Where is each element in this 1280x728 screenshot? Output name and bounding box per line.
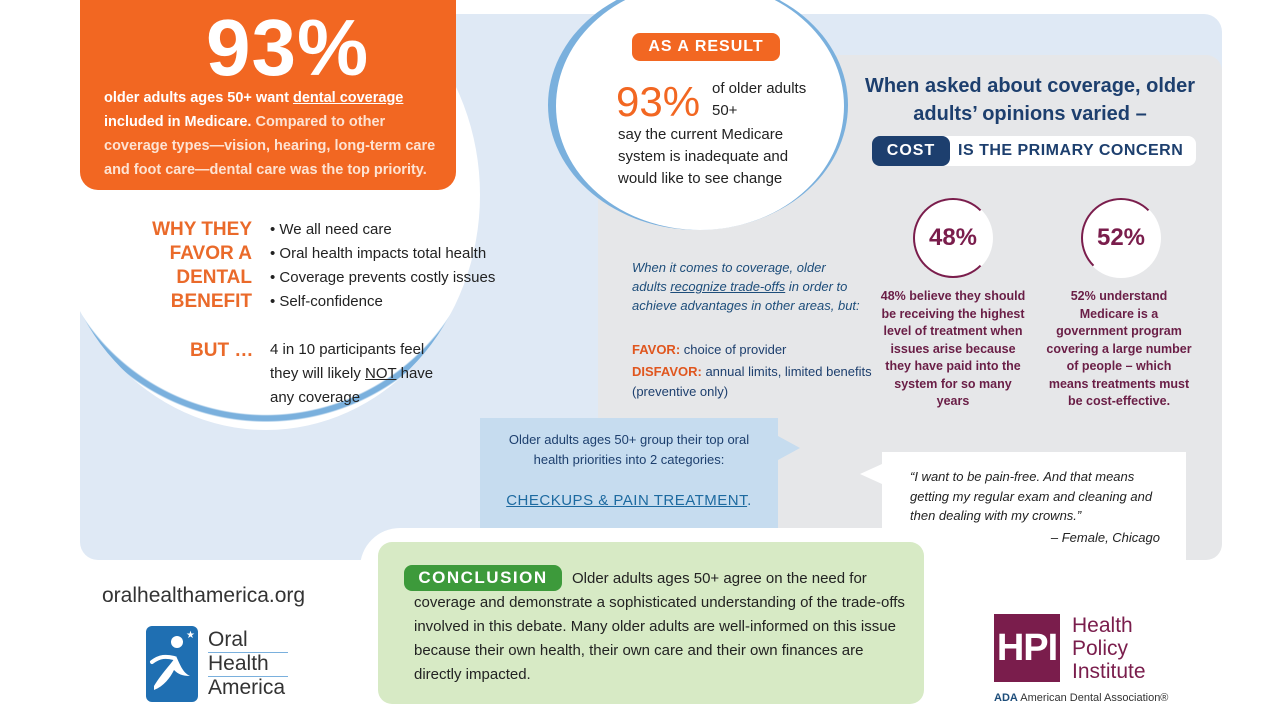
why-line: BENEFIT (170, 291, 252, 312)
hpi-line: Institute (1072, 660, 1146, 683)
stat-52-ring: 52% (1081, 198, 1161, 278)
but-text: 4 in 10 participants feel they will like… (270, 338, 450, 410)
website-url[interactable]: oralhealthamerica.org (102, 584, 306, 607)
hpi-logo: HPI (994, 614, 1060, 682)
ada-credit: ADA American Dental Association® (994, 692, 1168, 704)
reason-item: • Self-confidence (270, 293, 383, 310)
cost-tag: COST (872, 136, 950, 166)
reasons-list: • We all need care • Oral health impacts… (270, 218, 495, 314)
favor-text: choice of provider (680, 342, 787, 357)
tradeoff-link: recognize trade-offs (670, 279, 786, 294)
oha-line: Health (208, 652, 269, 675)
coverage-heading: When asked about coverage, older adults’… (864, 75, 1196, 125)
dental-coverage-link: dental coverage (292, 90, 404, 106)
but-text-not: NOT (365, 365, 397, 382)
favor-line: FAVOR: choice of provider (632, 340, 872, 359)
why-line: DENTAL (176, 267, 252, 288)
oha-line: Oral (208, 628, 248, 651)
conclusion-text: Older adults ages 50+ agree on the need … (414, 570, 905, 683)
stat-48-text: 48% believe they should be receiving the… (880, 289, 1026, 408)
result-value: 93% (616, 78, 701, 125)
why-line: WHY THEY (152, 219, 252, 240)
disfavor-label: DISFAVOR: (632, 364, 702, 379)
hpi-line: Health (1072, 614, 1133, 637)
disfavor-text: annual limits, limited benefits (prevent… (632, 364, 872, 399)
ada-name: American Dental Association® (1017, 692, 1169, 704)
tradeoff-intro-b: in order to achieve advantages in other … (632, 279, 860, 313)
ada-abbr: ADA (994, 692, 1018, 704)
svg-text:★: ★ (186, 630, 195, 641)
main-stat-value: 93% (206, 3, 370, 92)
main-stat-line2: included in Medicare. (104, 114, 252, 130)
oha-divider (208, 652, 288, 653)
main-stat-rest: Compared to other coverage types—vision,… (104, 114, 436, 178)
main-stat-line1: older adults ages 50+ want (104, 90, 293, 106)
quote-box (882, 452, 1186, 562)
priorities-highlight: CHECKUPS & PAIN TREATMENT. (496, 492, 762, 509)
cost-primary-concern: IS THE PRIMARY CONCERN (958, 142, 1184, 159)
reason-item: • Coverage prevents costly issues (270, 269, 496, 286)
why-heading: WHY THEY FAVOR A DENTAL BENEFIT (134, 218, 252, 314)
priorities-text: Older adults ages 50+ group their top or… (508, 432, 750, 467)
stat-48-ring: 48% (913, 198, 993, 278)
but-text-b: have any coverage (270, 365, 434, 406)
priorities-callout-tail (778, 436, 800, 460)
quote-tail (860, 464, 882, 484)
result-text: say the current Medicare system is inade… (618, 126, 789, 187)
quote-text: “I want to be pain-free. And that means … (910, 469, 1153, 523)
oha-divider (208, 676, 288, 677)
favor-label: FAVOR: (632, 342, 681, 357)
conclusion-tag: CONCLUSION (404, 565, 562, 591)
disfavor-line: DISFAVOR: annual limits, limited benefit… (632, 362, 872, 402)
oha-line: America (208, 676, 286, 699)
hpi-name: Health Policy Institute (1072, 614, 1192, 683)
why-line: FAVOR A (169, 243, 252, 264)
tradeoff-intro-a: When it comes to coverage, older adults (632, 260, 826, 294)
hpi-line: Policy (1072, 637, 1129, 660)
main-stat-text: older adults ages 50+ want dental covera… (104, 86, 450, 182)
oha-logo-text: Oral Health America (208, 628, 294, 700)
priorities-highlight-text: CHECKUPS & PAIN TREATMENT (506, 492, 748, 509)
quote-attribution: – Female, Chicago (1050, 530, 1160, 545)
priorities-callout (480, 418, 778, 528)
reason-item: • Oral health impacts total health (270, 245, 487, 262)
tradeoff-intro: When it comes to coverage, older adults … (632, 258, 862, 315)
result-side-text: of older adults 50+ (712, 80, 807, 119)
result-tag: AS A RESULT (632, 33, 780, 61)
oha-logo-icon: ★ (146, 626, 198, 702)
priorities-highlight-end: . (747, 492, 752, 509)
reason-item: • We all need care (270, 221, 392, 238)
but-text-a: 4 in 10 participants feel they will like… (270, 341, 425, 382)
but-label: BUT … (190, 340, 254, 361)
main-stat-box (80, 0, 456, 190)
stat-52-text: 52% understand Medicare is a government … (1046, 289, 1192, 408)
